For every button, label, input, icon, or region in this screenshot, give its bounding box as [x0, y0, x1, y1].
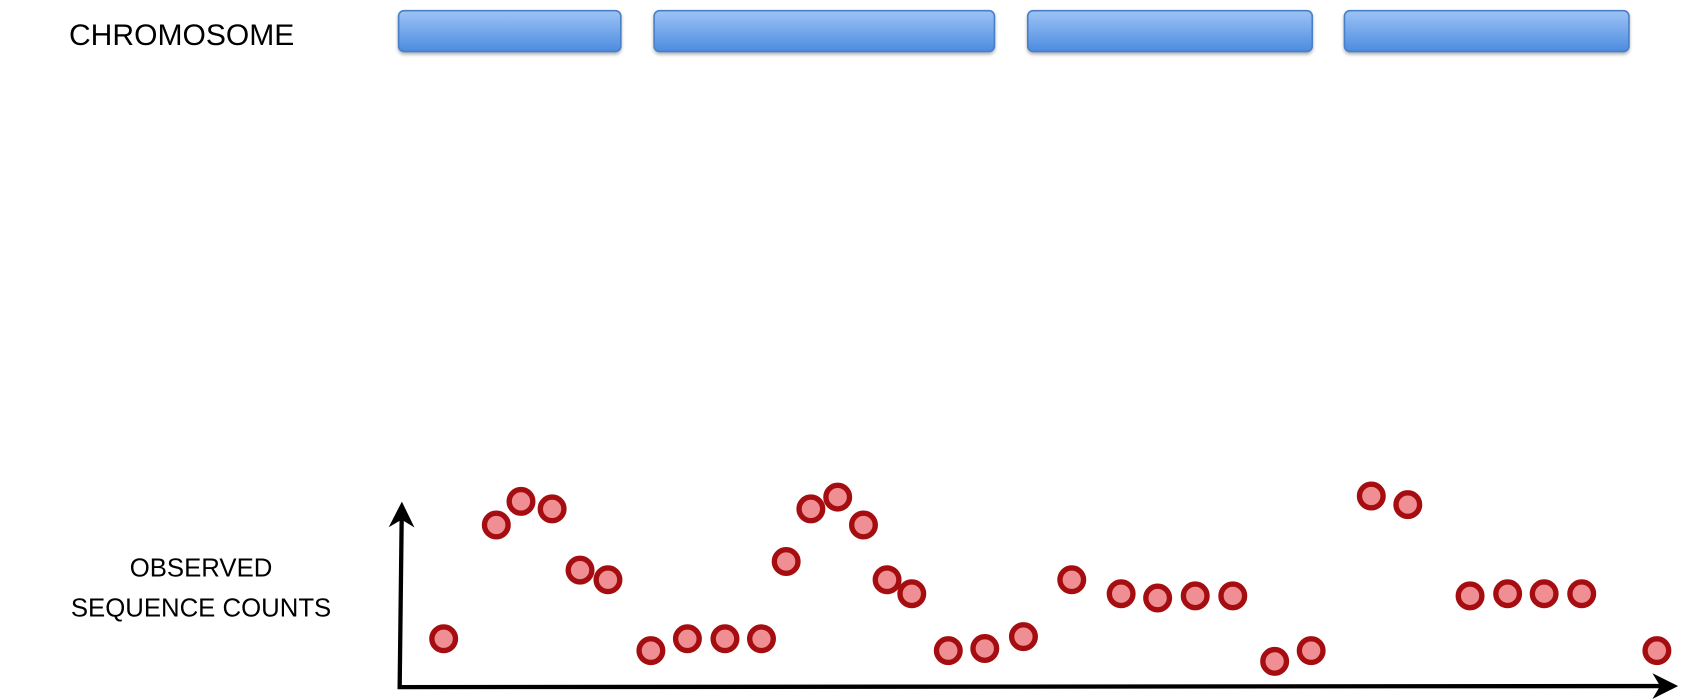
count-point [746, 624, 776, 654]
x-axis [397, 673, 1679, 699]
count-point [848, 510, 878, 540]
count-point [933, 636, 963, 666]
count-point [1642, 636, 1672, 666]
count-point [672, 624, 702, 654]
count-point [1057, 565, 1087, 595]
count-point [710, 624, 740, 654]
count-point [1296, 636, 1326, 666]
count-point [1455, 581, 1485, 611]
segment [653, 9, 996, 53]
count-point [771, 547, 801, 576]
count-point [636, 636, 666, 666]
count-point [537, 494, 567, 524]
count-point [1218, 581, 1248, 611]
count-point [1260, 646, 1290, 676]
count-point [970, 633, 1000, 663]
counts-label: OBSERVED [130, 555, 273, 583]
segment [1026, 9, 1314, 53]
counts-label: SEQUENCE COUNTS [71, 594, 331, 622]
count-point [796, 494, 826, 524]
chromosome-segments [397, 9, 1630, 53]
count-point [1143, 583, 1173, 613]
count-point [897, 579, 927, 609]
segment [1343, 9, 1630, 53]
segment [397, 9, 622, 53]
count-point [1529, 579, 1559, 609]
count-point [565, 555, 595, 585]
count-point [1008, 622, 1038, 652]
count-point [1567, 579, 1597, 609]
count-point [481, 510, 511, 540]
count-points [429, 481, 1672, 676]
count-point [1180, 581, 1210, 611]
y-axis [388, 501, 415, 688]
count-point [823, 482, 853, 512]
count-point [1356, 481, 1386, 511]
count-point [429, 624, 459, 654]
count-point [872, 565, 902, 595]
chromosome-label: CHROMOSOME [69, 19, 294, 52]
count-point [506, 486, 536, 516]
count-point [1106, 579, 1136, 609]
count-point [1493, 579, 1523, 609]
count-point [593, 565, 623, 595]
count-point [1393, 490, 1423, 520]
